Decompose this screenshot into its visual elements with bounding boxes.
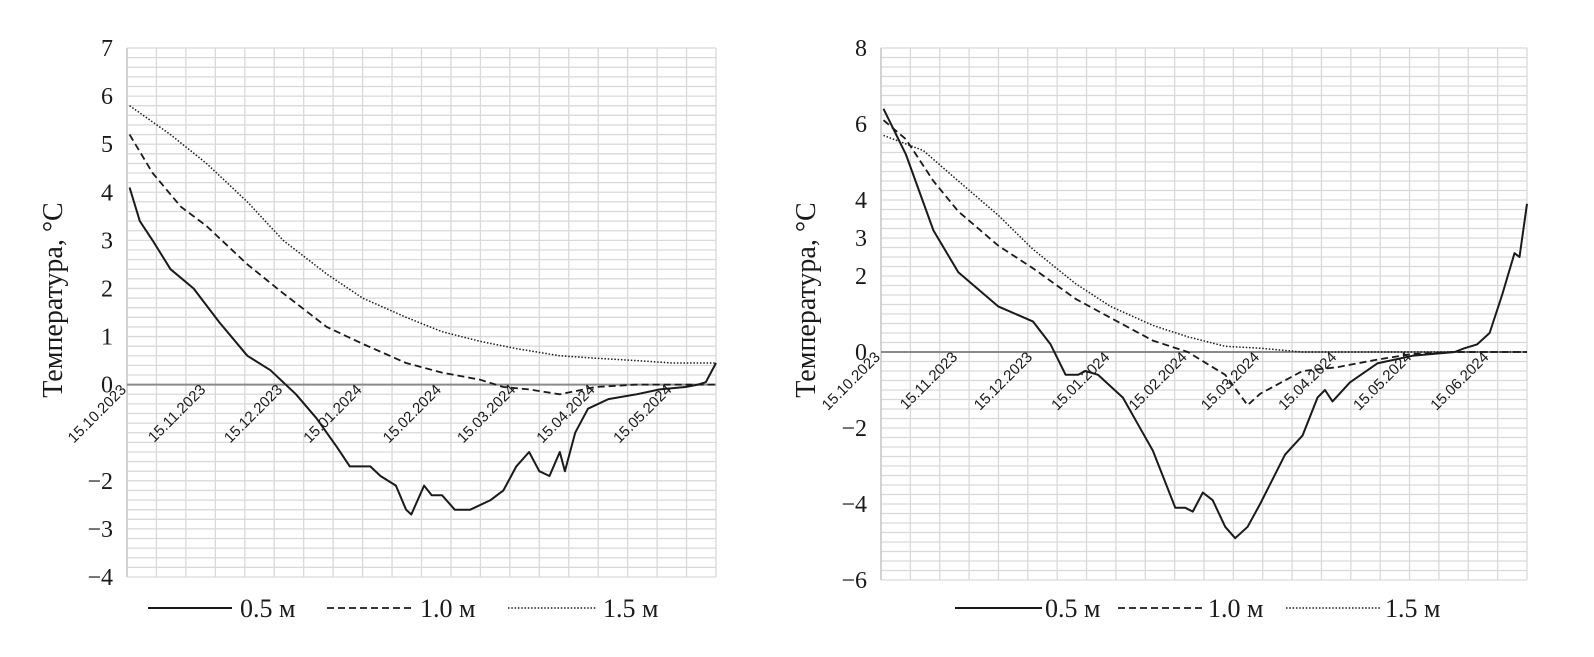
x-tick-label: 15.10.2023	[65, 381, 130, 446]
y-tick-label: 2	[855, 264, 867, 290]
legend-label: 1.0 м	[420, 594, 475, 623]
series-line	[882, 108, 1528, 540]
x-tick-label: 15.04.2024	[1275, 349, 1340, 414]
legend-label: 1.5 м	[603, 594, 658, 623]
y-tick-label: 7	[101, 36, 113, 62]
y-tick-label: 8	[855, 36, 867, 62]
legend-label: 1.0 м	[1208, 594, 1263, 623]
x-tick-label: 15.12.2023	[971, 349, 1036, 414]
y-tick-label: −2	[841, 416, 867, 442]
y-axis-label: Температура, °C	[791, 202, 822, 397]
y-tick-label: 6	[101, 84, 113, 110]
series-line	[883, 134, 1527, 353]
legend-label: 0.5 м	[240, 594, 295, 623]
series-line	[129, 105, 716, 364]
x-tick-label: 15.03.2024	[1198, 349, 1263, 414]
y-tick-label: 0	[101, 373, 113, 399]
series-line	[128, 134, 716, 396]
y-tick-label: −4	[87, 565, 113, 591]
y-tick-label: −6	[841, 568, 867, 594]
y-tick-label: 4	[101, 180, 113, 206]
y-tick-label: 2	[101, 276, 113, 302]
y-tick-label: −3	[87, 517, 113, 543]
y-tick-label: −2	[87, 469, 113, 495]
x-tick-label: 15.06.2024	[1427, 349, 1492, 414]
chart-right: −6 −4 −2 0 2 3 4 6 8 Температура, °C15.10.2023 15.…	[791, 36, 1528, 623]
y-tick-label: 6	[855, 112, 867, 138]
y-tick-label: 4	[855, 188, 867, 214]
y-tick-label: 3	[101, 228, 113, 254]
y-tick-label: 1	[101, 325, 113, 351]
y-tick-label: 0	[855, 340, 867, 366]
y-tick-label: −4	[841, 492, 867, 518]
y-tick-label: 5	[101, 132, 113, 158]
x-tick-label: 15.02.2024	[1126, 349, 1191, 414]
y-axis-label: Температура, °C	[38, 202, 69, 397]
chart-left: −4 −3 −2 0 1 2 3 4 5 6 7 Температура, °C15.10.2023 1…	[38, 36, 717, 623]
series-line	[128, 187, 717, 516]
y-tick-label: 3	[855, 226, 867, 252]
legend-label: 0.5 м	[1045, 594, 1100, 623]
series-line	[882, 119, 1527, 407]
legend-label: 1.5 м	[1385, 594, 1440, 623]
x-tick-label: 15.10.2023	[819, 349, 884, 414]
